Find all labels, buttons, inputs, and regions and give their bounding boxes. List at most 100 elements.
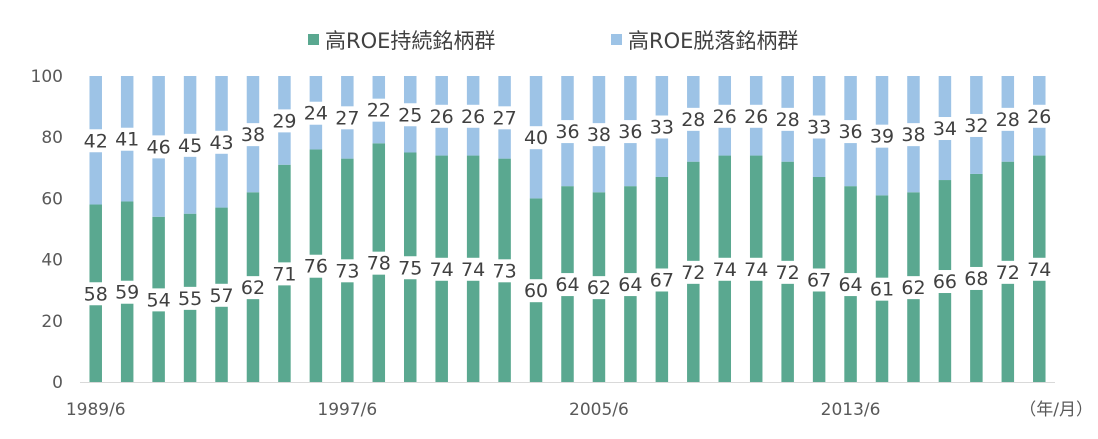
data-label-series-1: 71	[272, 263, 296, 285]
data-label-series-1-bg	[993, 260, 1022, 284]
data-label-series-2-bg	[553, 120, 582, 144]
data-label-series-1: 72	[776, 262, 800, 284]
data-label-series-1: 74	[713, 259, 737, 281]
data-label-series-2-bg	[427, 104, 456, 128]
x-tick-label: 1997/6	[317, 400, 377, 420]
data-label-series-2-bg	[396, 103, 425, 127]
data-label-series-2-bg	[176, 133, 205, 157]
data-label-series-1: 58	[84, 283, 108, 305]
data-label-series-2: 45	[178, 135, 202, 157]
data-label-series-1: 62	[241, 277, 265, 299]
data-label-series-1-bg	[427, 257, 456, 281]
data-label-series-2: 33	[807, 116, 831, 138]
data-label-series-2-bg	[805, 115, 834, 139]
data-label-series-1-bg	[805, 268, 834, 292]
data-label-series-1-bg	[679, 260, 708, 284]
legend-label-1: 高ROE持続銘柄群	[325, 29, 495, 53]
data-label-series-1: 67	[807, 269, 831, 291]
data-label-series-2-bg	[647, 115, 676, 139]
data-label-series-2-bg	[1025, 104, 1054, 128]
data-labels: 58 42 59 41 54 46 55 45 57 43 62 38 71 29 76 24 73 27 78 22…	[81, 98, 1054, 312]
data-label-series-2-bg	[679, 107, 708, 131]
legend-swatch-1	[308, 34, 319, 45]
data-label-series-1-bg	[176, 286, 205, 310]
data-label-series-1: 73	[493, 260, 517, 282]
data-label-series-1-bg	[710, 257, 739, 281]
x-tick-label: 2013/6	[821, 400, 881, 420]
data-label-series-1: 61	[870, 279, 894, 301]
data-label-series-1-bg	[742, 257, 771, 281]
data-label-series-1-bg	[1025, 257, 1054, 281]
data-label-series-2-bg	[113, 127, 142, 151]
data-label-series-1: 62	[901, 277, 925, 299]
data-label-series-1: 68	[964, 268, 988, 290]
data-label-series-2-bg	[836, 120, 865, 144]
legend-swatch-2	[611, 34, 622, 45]
data-label-series-1: 67	[650, 269, 674, 291]
data-label-series-2-bg	[899, 123, 928, 147]
data-label-series-2: 32	[964, 115, 988, 137]
data-label-series-1: 59	[115, 282, 139, 304]
data-label-series-2-bg	[868, 124, 897, 148]
data-label-series-2-bg	[930, 117, 959, 141]
data-label-series-1: 64	[618, 274, 642, 296]
data-label-series-1-bg	[396, 256, 425, 280]
data-label-series-1: 55	[178, 288, 202, 310]
data-label-series-1: 76	[304, 256, 328, 278]
y-tick-label: 0	[52, 373, 63, 393]
data-label-series-2: 34	[933, 118, 957, 140]
data-label-series-1-bg	[459, 257, 488, 281]
data-label-series-1-bg	[522, 279, 551, 303]
data-label-series-1: 54	[147, 289, 171, 311]
data-label-series-1: 78	[367, 253, 391, 275]
data-label-series-1: 66	[933, 271, 957, 293]
y-tick-label: 40	[41, 251, 63, 271]
data-label-series-2-bg	[81, 129, 110, 153]
data-label-series-2: 46	[147, 136, 171, 158]
data-label-series-2: 42	[84, 130, 108, 152]
data-label-series-2-bg	[993, 107, 1022, 131]
data-label-series-2: 43	[209, 132, 233, 154]
data-label-series-1-bg	[868, 277, 897, 301]
data-label-series-2: 28	[681, 109, 705, 131]
data-label-series-1-bg	[836, 273, 865, 297]
data-label-series-2-bg	[584, 123, 613, 147]
data-label-series-2: 36	[838, 121, 862, 143]
data-label-series-1-bg	[962, 266, 991, 290]
data-label-series-2: 26	[461, 106, 485, 128]
data-label-series-2: 33	[650, 116, 674, 138]
data-label-series-1: 60	[524, 280, 548, 302]
data-label-series-2: 28	[776, 109, 800, 131]
data-label-series-2: 27	[493, 107, 517, 129]
data-label-series-2: 38	[587, 124, 611, 146]
data-label-series-1-bg	[930, 270, 959, 294]
data-label-series-2-bg	[710, 104, 739, 128]
data-label-series-2-bg	[616, 120, 645, 144]
data-label-series-1: 64	[555, 274, 579, 296]
data-label-series-2-bg	[522, 126, 551, 150]
legend-label-2: 高ROE脱落銘柄群	[628, 29, 798, 53]
data-label-series-1-bg	[553, 273, 582, 297]
y-axis: 0 20 40 60 80 100	[31, 67, 63, 393]
data-label-series-2-bg	[144, 135, 173, 159]
data-label-series-1-bg	[270, 262, 299, 286]
data-label-series-2-bg	[364, 98, 393, 122]
data-label-series-2-bg	[490, 106, 519, 130]
data-label-series-1: 73	[335, 260, 359, 282]
x-tick-label: 2005/6	[569, 400, 629, 420]
data-label-series-1-bg	[207, 283, 236, 307]
data-label-series-2-bg	[207, 130, 236, 154]
data-label-series-2: 26	[713, 106, 737, 128]
data-label-series-2: 39	[870, 126, 894, 148]
data-label-series-1: 74	[744, 259, 768, 281]
data-label-series-1: 72	[996, 262, 1020, 284]
y-tick-label: 80	[41, 128, 63, 148]
data-label-series-1: 74	[1027, 259, 1051, 281]
x-axis-unit-label: （年/月）	[1019, 400, 1093, 420]
data-label-series-1-bg	[364, 251, 393, 275]
y-tick-label: 20	[41, 312, 63, 332]
data-label-series-2: 26	[1027, 106, 1051, 128]
y-tick-label: 60	[41, 189, 63, 209]
